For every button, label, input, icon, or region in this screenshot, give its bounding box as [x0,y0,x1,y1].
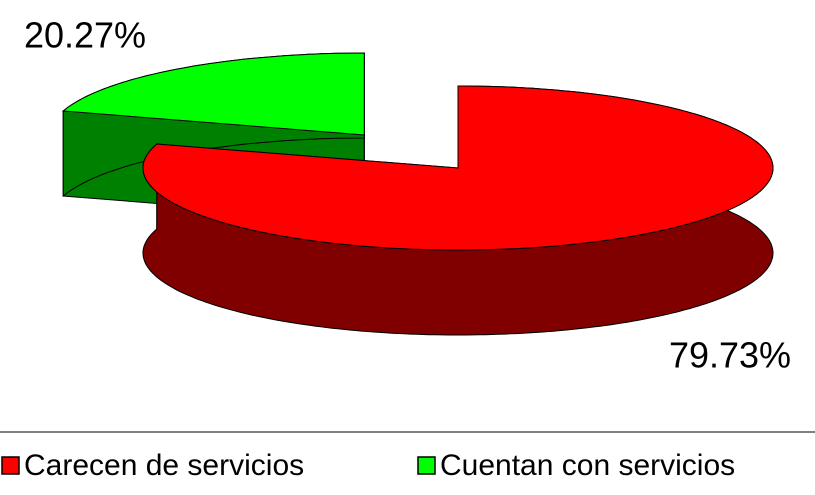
legend-label: Cuentan con servicios [440,449,735,482]
pie-slice [61,52,365,136]
legend-swatch [1,456,20,475]
legend-label: Carecen de servicios [24,449,304,482]
legend-swatch [417,456,436,475]
data-label: 79.73% [669,335,791,376]
pie-slice [142,85,774,251]
data-label: 20.27% [24,15,146,56]
